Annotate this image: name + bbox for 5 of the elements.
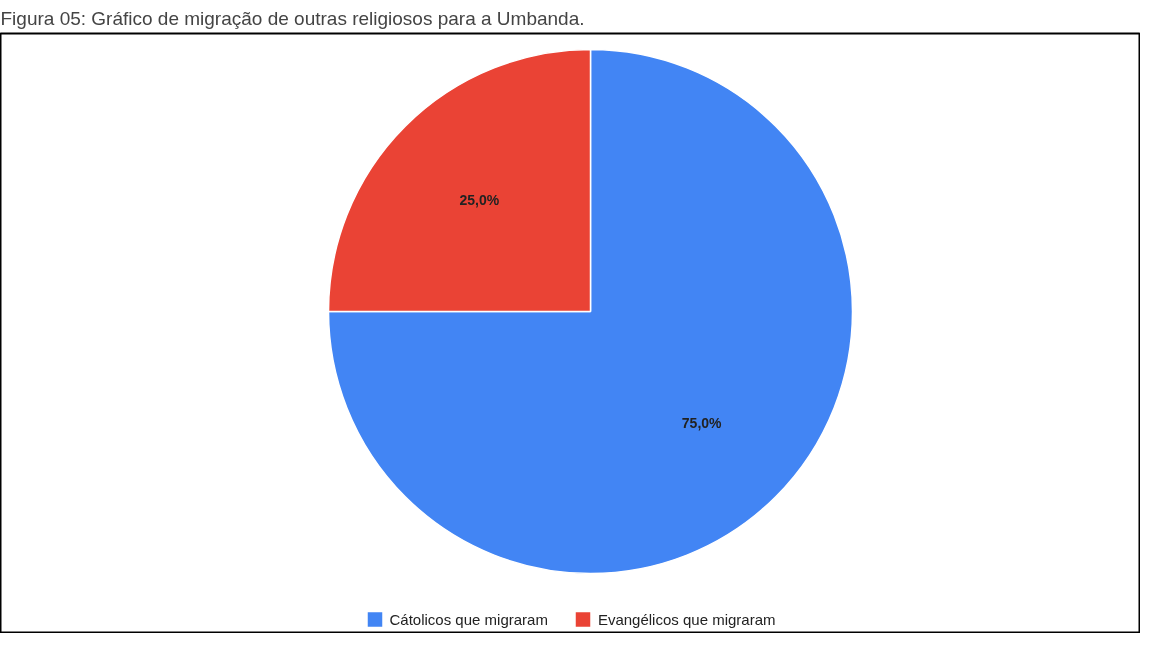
- chart-title: Figura 05: Gráfico de migração de outras religiosos para a Umbanda.: [0, 7, 585, 29]
- legend-label: Cátolicos que migraram: [389, 610, 548, 628]
- data-label: 75,0%: [681, 414, 723, 431]
- legend-label: Evangélicos que migraram: [597, 610, 776, 628]
- data-label: 25,0%: [459, 192, 500, 209]
